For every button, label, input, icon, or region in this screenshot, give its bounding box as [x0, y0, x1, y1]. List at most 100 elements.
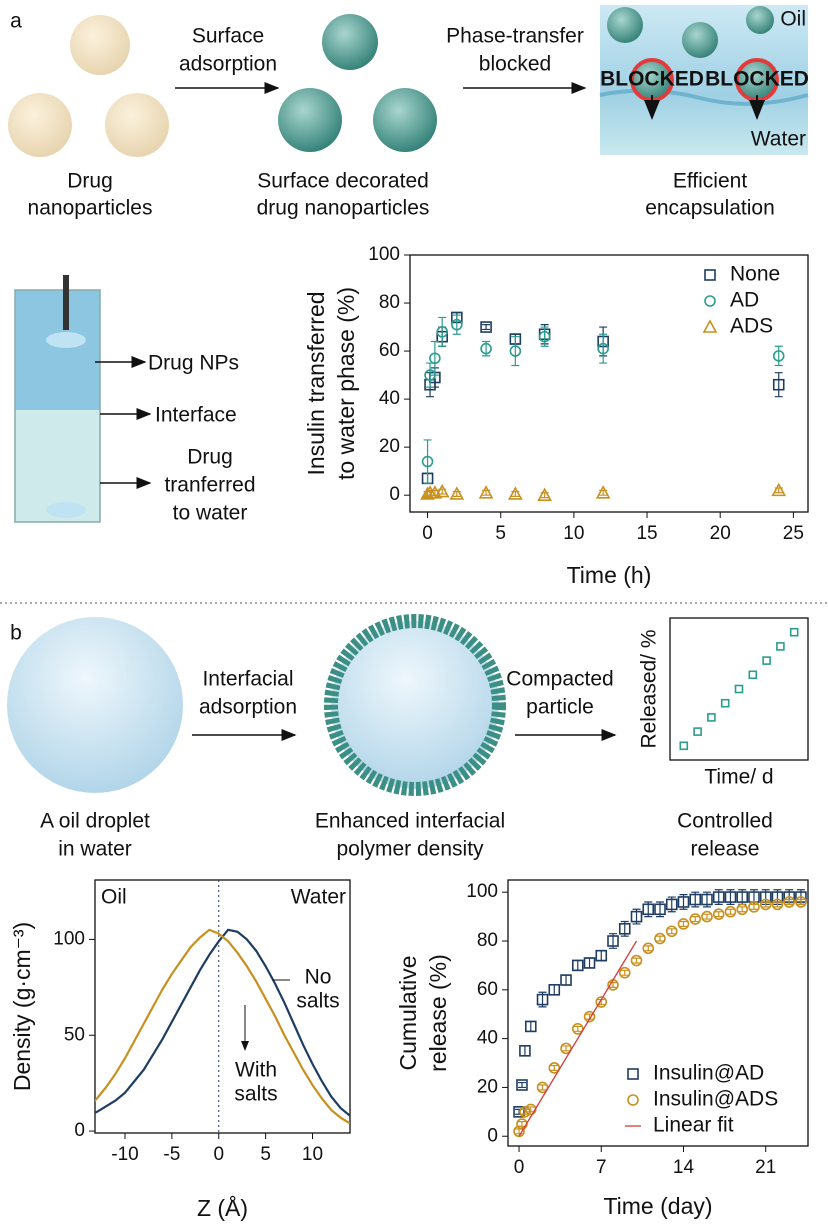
error-bar [540, 326, 549, 347]
data-point [642, 942, 655, 955]
arrow-label: blocked [479, 53, 551, 76]
y-tick-label: 0 [487, 1125, 498, 1146]
x-tick-label: 7 [596, 1157, 607, 1178]
data-point [734, 684, 744, 694]
legend-label: Insulin@AD [653, 1062, 764, 1085]
y-axis-label: Density (g·cm⁻³) [9, 922, 35, 1091]
legend-marker [627, 1094, 639, 1106]
data-point [480, 342, 492, 355]
y-tick-label: 20 [379, 436, 400, 457]
y-axis-label: release (%) [425, 954, 451, 1072]
data-point [712, 891, 725, 903]
decorated-np [373, 88, 437, 152]
y-tick-label: 20 [477, 1076, 498, 1097]
x-tick-label: 0 [514, 1157, 525, 1178]
blocked-label: BLOCKED [600, 68, 704, 91]
x-tick-label: 10 [563, 523, 584, 544]
data-point [783, 896, 796, 908]
data-point [538, 330, 551, 343]
data-point [789, 627, 799, 637]
arrow-label: Compacted [506, 668, 613, 691]
data-line [518, 940, 638, 1137]
interface-wave [599, 88, 809, 106]
panel-label: a [10, 10, 22, 33]
y-tick-label: 80 [477, 930, 498, 951]
error-bar [526, 1020, 535, 1032]
annotation: Oil [101, 886, 127, 909]
error-bar [520, 1108, 529, 1115]
error-bar [774, 372, 783, 398]
error-bar [550, 1064, 559, 1071]
error-bar [573, 959, 582, 971]
plot-frame [409, 254, 809, 513]
data-point [449, 486, 465, 500]
data-point [679, 741, 689, 751]
data-point [519, 1045, 531, 1057]
y-tick-label: 100 [53, 928, 85, 949]
data-point [772, 350, 785, 362]
data-point [677, 918, 690, 930]
data-point [536, 993, 549, 1006]
data-point [677, 896, 690, 908]
data-line [95, 928, 350, 1117]
data-point [560, 974, 572, 986]
step-label: in water [58, 838, 132, 861]
stirrer [63, 275, 69, 330]
arrow-label: adsorption [179, 53, 277, 76]
data-point [513, 1106, 525, 1118]
x-tick-label: 15 [636, 523, 657, 544]
data-point [772, 378, 785, 391]
data-point [642, 903, 655, 916]
step-label: Controlled [677, 810, 773, 833]
error-bar [749, 903, 758, 910]
y-tick-label: 100 [368, 244, 400, 265]
data-point [701, 910, 713, 923]
error-bar [562, 1045, 571, 1052]
x-tick-label: 5 [495, 523, 506, 544]
decorated-np [278, 88, 342, 152]
data-point [434, 483, 450, 498]
step-label: nanoparticles [28, 197, 153, 220]
arrow-label: Interfacial [202, 668, 293, 691]
data-point [436, 326, 448, 338]
data-point [508, 486, 523, 500]
legend-label: AD [730, 289, 759, 312]
decorated-np [746, 6, 774, 34]
legend-marker [704, 269, 716, 281]
error-bar [785, 898, 794, 906]
data-point [595, 485, 611, 499]
nanoparticle [105, 93, 169, 157]
error-bar [726, 908, 735, 915]
phase-label: Oil [780, 8, 806, 31]
data-line [95, 928, 350, 1125]
step-label: release [691, 838, 760, 861]
error-bar [423, 439, 432, 484]
legend-label: None [730, 263, 780, 286]
x-axis-label: Time (h) [567, 562, 652, 588]
data-point [689, 913, 702, 925]
error-bar [738, 906, 747, 913]
x-axis-label: Time (day) [603, 1193, 712, 1219]
data-point [536, 1081, 549, 1094]
data-point [762, 656, 771, 665]
error-bar [573, 1025, 582, 1032]
data-point [516, 1079, 528, 1091]
error-bar [774, 345, 783, 367]
coated-droplet [324, 614, 506, 796]
error-bar [609, 981, 618, 988]
data-point [748, 670, 758, 680]
error-bar [562, 974, 571, 986]
stir-bar [46, 332, 86, 348]
step-label: Surface decorated [257, 170, 429, 193]
blocked-label: BLOCKED [705, 68, 809, 91]
data-point [583, 1010, 596, 1023]
y-tick-label: 0 [74, 1120, 85, 1141]
error-bar [452, 314, 461, 335]
series-label: With [235, 1059, 277, 1082]
legend-label: Linear fit [653, 1114, 734, 1137]
data-point [597, 342, 609, 355]
data-point [480, 321, 492, 333]
error-bar [511, 336, 520, 367]
decorated-np [607, 7, 643, 43]
error-bar [644, 945, 653, 952]
